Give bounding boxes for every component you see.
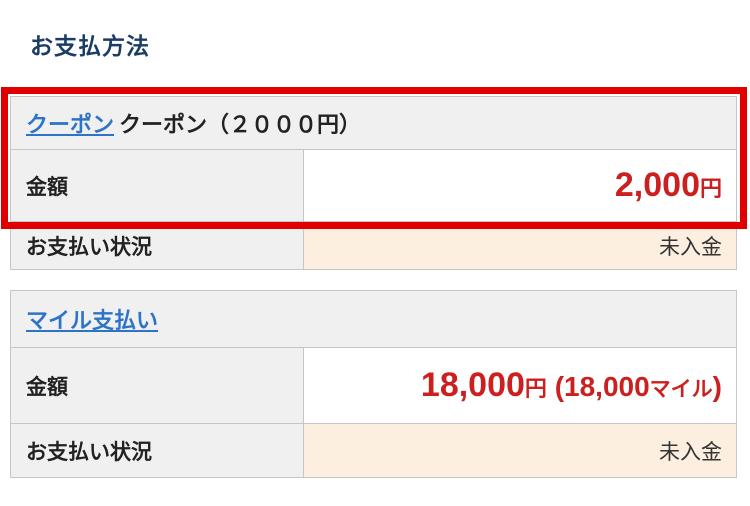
mile-amount-cell: 18,000円 (18,000マイル) — [304, 348, 736, 423]
coupon-amount-cell: 2,000円 — [304, 150, 736, 221]
mile-payment-section: マイル支払い 金額 18,000円 (18,000マイル) お支払い状況 未入金 — [10, 290, 737, 478]
mile-paren-number: (18,000 — [546, 371, 650, 402]
mile-status-row: お支払い状況 未入金 — [11, 423, 736, 477]
mile-header-row: マイル支払い — [11, 291, 736, 347]
coupon-amount-label: 金額 — [11, 150, 304, 221]
coupon-amount-value: 2,000円 — [615, 166, 722, 205]
coupon-amount-row: 金額 2,000円 — [11, 149, 736, 221]
mile-amount-row: 金額 18,000円 (18,000マイル) — [11, 347, 736, 423]
mile-status-label: お支払い状況 — [11, 424, 304, 477]
page-title: お支払方法 — [30, 33, 150, 59]
mile-amount-value: 18,000円 (18,000マイル) — [421, 366, 722, 405]
mile-paren-close: ) — [712, 371, 722, 402]
coupon-status-label: お支払い状況 — [11, 222, 304, 269]
coupon-status-cell: 未入金 — [304, 222, 736, 269]
coupon-header-row: クーポン クーポン（２０００円） — [11, 97, 736, 149]
coupon-status-value: 未入金 — [659, 235, 722, 259]
mile-amount-number: 18,000 — [420, 366, 525, 404]
mile-payment-table: マイル支払い 金額 18,000円 (18,000マイル) お支払い状況 未入金 — [10, 290, 737, 478]
coupon-status-row: お支払い状況 未入金 — [11, 221, 736, 269]
mile-mile-unit: マイル — [649, 378, 713, 401]
mile-amount-label: 金額 — [11, 348, 304, 423]
mile-payment-link[interactable]: マイル支払い — [26, 308, 159, 333]
coupon-amount-number: 2,000 — [614, 166, 700, 204]
payment-method-page: お支払方法 クーポン クーポン（２０００円） 金額 2,000円 お支払い状況 … — [0, 27, 750, 506]
coupon-payment-table: クーポン クーポン（２０００円） 金額 2,000円 お支払い状況 未入金 — [10, 96, 737, 270]
coupon-payment-section: クーポン クーポン（２０００円） 金額 2,000円 お支払い状況 未入金 — [1, 87, 747, 270]
mile-yen-unit: 円 — [524, 376, 547, 401]
coupon-yen-unit: 円 — [699, 176, 722, 201]
coupon-header-text: クーポン（２０００円） — [119, 112, 362, 137]
mile-status-cell: 未入金 — [304, 424, 736, 477]
coupon-link[interactable]: クーポン — [26, 112, 115, 137]
mile-status-value: 未入金 — [659, 440, 722, 464]
